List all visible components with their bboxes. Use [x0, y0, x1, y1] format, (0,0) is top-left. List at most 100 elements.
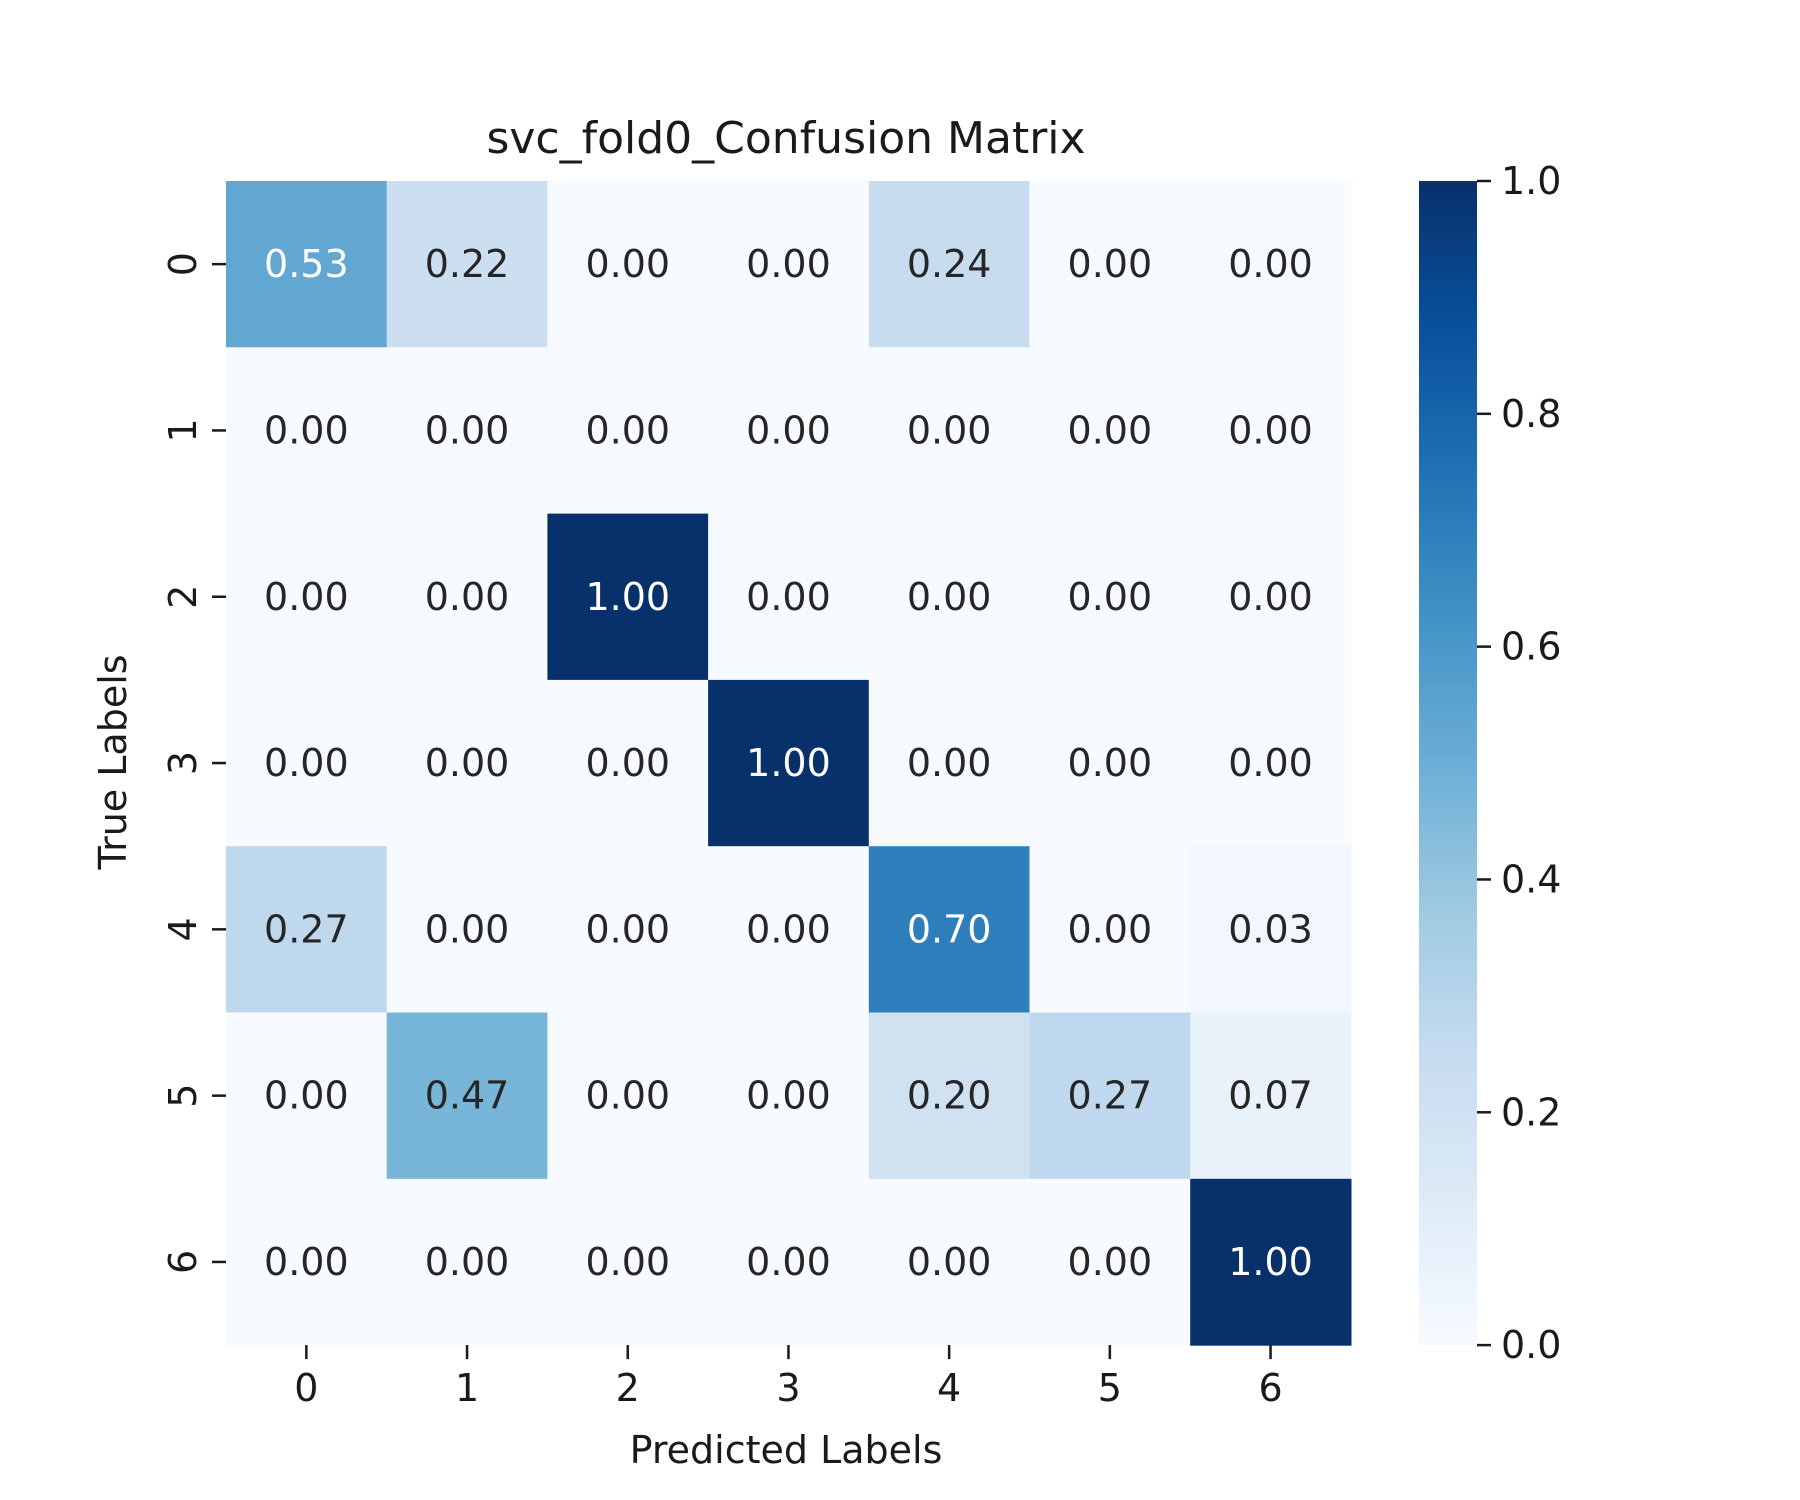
- heatmap-cell-r2-c2: [547, 513, 709, 681]
- cell-value-r2-c3: 0.00: [746, 575, 831, 619]
- heatmap-cell-r6-c4: [868, 1178, 1031, 1346]
- cell-value-r5-c3: 0.00: [746, 1074, 831, 1118]
- heatmap-cell-r1-c6: [1190, 347, 1352, 515]
- heatmap-cell-r3-c2: [547, 679, 709, 847]
- heatmap-cell-r0-c4: [868, 181, 1031, 348]
- cell-value-r1-c1: 0.00: [425, 408, 510, 452]
- heatmap-cell-r3-c3: [708, 679, 870, 847]
- cell-value-r4-c1: 0.00: [425, 907, 510, 951]
- heatmap-cell-r5-c4: [868, 1012, 1031, 1180]
- x-tick-label-2: 2: [616, 1366, 640, 1410]
- heatmap-cell-r5-c3: [708, 1012, 870, 1180]
- heatmap-cell-r6-c1: [386, 1178, 548, 1346]
- x-tick-label-3: 3: [776, 1366, 800, 1410]
- y-axis-label: True Labels: [91, 654, 135, 870]
- cell-value-r3-c0: 0.00: [264, 741, 349, 785]
- heatmap-cell-r2-c4: [868, 513, 1031, 681]
- heatmap-cell-r5-c1: [386, 1012, 548, 1180]
- heatmap-cell-r0-c6: [1190, 181, 1352, 348]
- y-tick-label-1: 1: [161, 418, 205, 442]
- cell-value-r3-c5: 0.00: [1068, 741, 1153, 785]
- heatmap-cell-r4-c3: [708, 846, 870, 1014]
- cell-value-r2-c5: 0.00: [1068, 575, 1153, 619]
- cell-value-r3-c4: 0.00: [907, 741, 992, 785]
- heatmap-cell-r5-c6: [1190, 1012, 1352, 1180]
- cell-value-r6-c0: 0.00: [264, 1240, 349, 1284]
- x-tick-label-4: 4: [937, 1366, 961, 1410]
- y-tick-label-4: 4: [161, 917, 205, 941]
- heatmap-cell-r1-c0: [226, 347, 388, 515]
- heatmap-cell-r0-c5: [1029, 181, 1191, 348]
- cell-value-r5-c6: 0.07: [1228, 1074, 1313, 1118]
- cell-value-r6-c6: 1.00: [1228, 1240, 1313, 1284]
- heatmap-cell-r1-c4: [868, 347, 1031, 515]
- cell-value-r3-c2: 0.00: [585, 741, 670, 785]
- cell-value-r1-c3: 0.00: [746, 408, 831, 452]
- y-tick-label-3: 3: [161, 751, 205, 775]
- heatmap-cell-r2-c5: [1029, 513, 1191, 681]
- heatmap-cell-r5-c5: [1029, 1012, 1191, 1180]
- heatmap-cell-r5-c2: [547, 1012, 709, 1180]
- y-tick-label-5: 5: [161, 1084, 205, 1108]
- y-tick-label-0: 0: [161, 252, 205, 276]
- cell-value-r3-c1: 0.00: [425, 741, 510, 785]
- cell-value-r4-c0: 0.27: [264, 907, 349, 951]
- cell-value-r6-c5: 0.00: [1068, 1240, 1153, 1284]
- heatmap-cell-r2-c1: [386, 513, 548, 681]
- heatmap-cell-r4-c1: [386, 846, 548, 1014]
- cell-value-r0-c2: 0.00: [585, 242, 670, 286]
- heatmap-cell-r2-c6: [1190, 513, 1352, 681]
- heatmap-cells: [226, 181, 1352, 1346]
- heatmap-cell-r1-c2: [547, 347, 709, 515]
- heatmap-cell-r4-c4: [868, 846, 1031, 1014]
- heatmap-cell-r6-c2: [547, 1178, 709, 1346]
- heatmap-cell-r0-c0: [226, 181, 388, 348]
- colorbar-ticks: 0.0 0.2 0.4 0.6 0.8 1.0: [1477, 159, 1561, 1367]
- cell-value-r2-c1: 0.00: [425, 575, 510, 619]
- x-tick-label-5: 5: [1098, 1366, 1122, 1410]
- cell-value-r6-c2: 0.00: [585, 1240, 670, 1284]
- cell-value-r1-c2: 0.00: [585, 408, 670, 452]
- heatmap-cell-r6-c3: [708, 1178, 870, 1346]
- cell-value-r1-c6: 0.00: [1228, 408, 1313, 452]
- cell-value-r1-c5: 0.00: [1068, 408, 1153, 452]
- colorbar-tick-label-0.6: 0.6: [1501, 625, 1561, 669]
- heatmap-cell-r3-c5: [1029, 679, 1191, 847]
- heatmap-cell-r3-c1: [386, 679, 548, 847]
- heatmap-cell-r6-c0: [226, 1178, 388, 1346]
- heatmap-cell-r3-c0: [226, 679, 388, 847]
- cell-value-r5-c1: 0.47: [425, 1074, 510, 1118]
- colorbar-tick-label-0.4: 0.4: [1501, 857, 1561, 901]
- x-tick-label-1: 1: [455, 1366, 479, 1410]
- heatmap-cell-r3-c6: [1190, 679, 1352, 847]
- colorbar-tick-label-0.2: 0.2: [1501, 1090, 1561, 1134]
- x-tick-label-0: 0: [294, 1366, 318, 1410]
- heatmap-cell-r1-c1: [386, 347, 548, 515]
- cell-value-r5-c0: 0.00: [264, 1074, 349, 1118]
- cell-value-r3-c3: 1.00: [746, 741, 831, 785]
- heatmap-cell-r1-c3: [708, 347, 870, 515]
- cell-value-r5-c5: 0.27: [1068, 1074, 1153, 1118]
- cell-value-r4-c3: 0.00: [746, 907, 831, 951]
- colorbar-tick-label-0.8: 0.8: [1501, 392, 1561, 436]
- heatmap-cell-r2-c0: [226, 513, 388, 681]
- x-axis-ticks: 0 1 2 3 4 5 6: [294, 1345, 1283, 1410]
- cell-value-r0-c3: 0.00: [746, 242, 831, 286]
- heatmap-cell-r4-c5: [1029, 846, 1191, 1014]
- heatmap-cell-r0-c3: [708, 181, 870, 348]
- heatmap-cell-r4-c2: [547, 846, 709, 1014]
- heatmap-cell-r3-c4: [868, 679, 1031, 847]
- cell-value-r6-c4: 0.00: [907, 1240, 992, 1284]
- cell-value-r1-c4: 0.00: [907, 408, 992, 452]
- cell-value-r4-c6: 0.03: [1228, 907, 1313, 951]
- cell-value-r5-c4: 0.20: [907, 1074, 992, 1118]
- cell-value-r0-c6: 0.00: [1228, 242, 1313, 286]
- heatmap-cell-r4-c6: [1190, 846, 1352, 1014]
- cell-value-r6-c1: 0.00: [425, 1240, 510, 1284]
- cell-value-r2-c0: 0.00: [264, 575, 349, 619]
- heatmap-cell-r0-c1: [386, 181, 548, 348]
- cell-value-r2-c6: 0.00: [1228, 575, 1313, 619]
- cell-value-r0-c0: 0.53: [264, 242, 349, 286]
- x-tick-label-6: 6: [1258, 1366, 1282, 1410]
